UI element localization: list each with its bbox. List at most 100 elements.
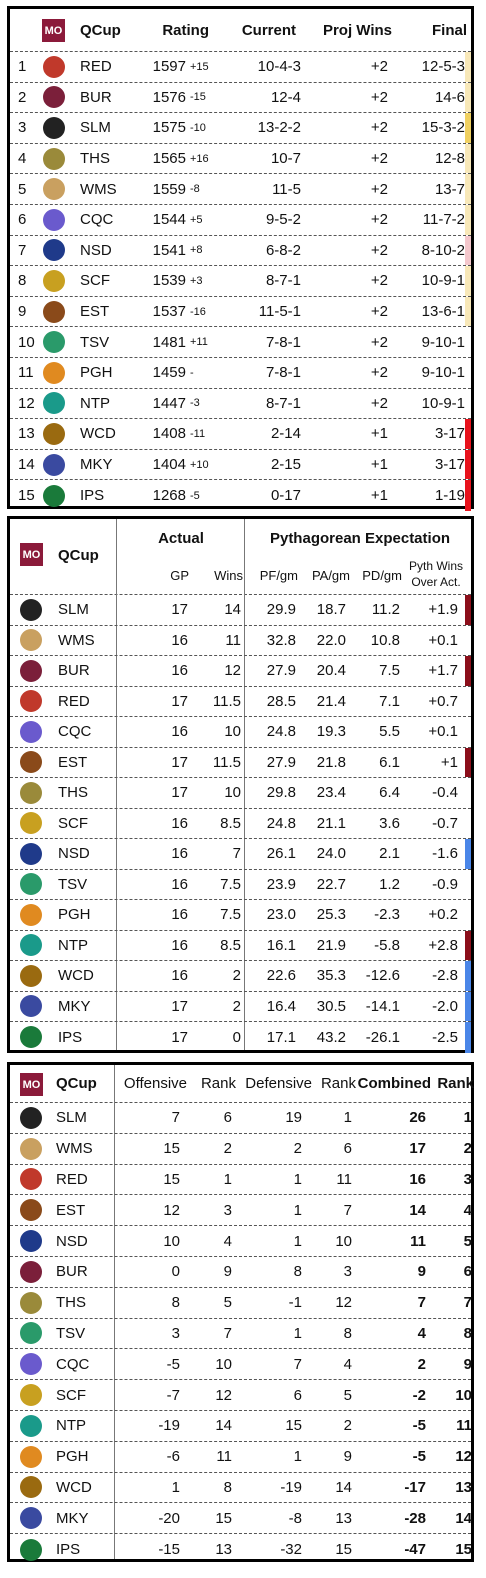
offensive-rank-cell: 10 — [215, 1355, 232, 1373]
rank-cell: 1 — [18, 58, 27, 76]
proj-wins-cell: +1 — [370, 456, 388, 474]
pa-cell: 20.4 — [316, 662, 346, 680]
offensive-rank-cell: 3 — [223, 1201, 232, 1219]
table-row: RED 15 1 1 11 16 3 — [10, 1165, 472, 1196]
team-cell: IPS — [80, 487, 105, 505]
offensive-cell: 7 — [171, 1109, 180, 1127]
team-logo-icon — [43, 484, 65, 507]
col-header-comp: QCup — [58, 546, 99, 564]
gp-cell: 16 — [171, 875, 188, 893]
column-divider — [116, 519, 117, 1050]
table-row: THS 17 10 29.8 23.4 6.4 -0.4 — [10, 778, 471, 809]
table-row: 13 WCD 1408 -11 2-14 +1 3-17 — [10, 419, 471, 450]
pf-cell: 27.9 — [266, 753, 296, 771]
combined-rank-cell: 8 — [463, 1324, 472, 1342]
table-row: 10 TSV 1481 +11 7-8-1 +2 9-10-1 — [10, 327, 471, 358]
table-row: NSD 10 4 1 10 11 5 — [10, 1226, 472, 1257]
current-cell: 0-17 — [270, 487, 301, 505]
combined-cell: 14 — [409, 1201, 426, 1219]
table-row: 1 RED 1597 +15 10-4-3 +2 12-5-3 — [10, 52, 471, 83]
combined-rank-cell: 11 — [456, 1417, 472, 1435]
offensive-rank-cell: 7 — [223, 1324, 232, 1342]
offensive-rank-cell: 9 — [223, 1263, 232, 1281]
pa-cell: 21.8 — [316, 753, 346, 771]
gp-cell: 17 — [171, 1028, 188, 1046]
table-row: SCF -7 12 6 5 -2 10 — [10, 1380, 472, 1411]
header-row: MO QCup Actual Pythagorean Expectation GP Win… — [10, 519, 471, 595]
rating-change-cell: -15 — [190, 91, 206, 104]
table-row: IPS -15 13 -32 15 -47 15 — [10, 1534, 472, 1565]
proj-wins-cell: +2 — [370, 150, 388, 168]
table-row: EST 17 11.5 27.9 21.8 6.1 +1 — [10, 747, 471, 778]
combined-cell: 2 — [417, 1355, 426, 1373]
rating-cell: 1576 — [152, 88, 186, 106]
col-header-pyth-wins: Pyth Wins — [408, 559, 463, 573]
final-cell: 10-9-1 — [421, 272, 465, 290]
final-cell: 12-5-3 — [421, 58, 465, 76]
offensive-cell: 15 — [163, 1170, 180, 1188]
wins-cell: 2 — [232, 967, 241, 985]
combined-rank-cell: 1 — [463, 1109, 472, 1127]
team-cell: MKY — [80, 456, 113, 474]
offensive-rank-cell: 14 — [215, 1417, 232, 1435]
pa-cell: 22.7 — [316, 875, 346, 893]
col-header-combined-rank: Rank — [437, 1075, 474, 1092]
rank-cell: 8 — [18, 272, 27, 290]
team-logo-icon — [20, 1353, 42, 1376]
pythagorean-table: MO QCup Actual Pythagorean Expectation GP Win… — [7, 516, 474, 1053]
rating-cell: 1481 — [152, 333, 186, 351]
team-logo-icon — [20, 1538, 42, 1561]
status-indicator — [465, 82, 471, 113]
offensive-cell: 3 — [171, 1324, 180, 1342]
col-header-pythagorean: Pythagorean Expectation — [269, 529, 451, 547]
team-cell: PGH — [58, 906, 91, 924]
rating-cell: 1404 — [152, 456, 186, 474]
table-row: NTP 16 8.5 16.1 21.9 -5.8 +2.8 — [10, 930, 471, 961]
team-cell: TSV — [58, 875, 88, 893]
pd-cell: 10.8 — [370, 631, 400, 649]
status-indicator — [465, 235, 471, 266]
pa-cell: 30.5 — [316, 997, 346, 1015]
pyth-over-cell: +1.9 — [428, 601, 458, 619]
defensive-rank-cell: 8 — [343, 1324, 352, 1342]
table-row: WMS 15 2 2 6 17 2 — [10, 1134, 472, 1165]
offensive-cell: -5 — [166, 1355, 180, 1373]
pd-cell: 6.4 — [379, 784, 400, 802]
team-cell: NTP — [56, 1417, 86, 1435]
team-cell: BUR — [56, 1263, 88, 1281]
offensive-cell: -20 — [158, 1509, 180, 1527]
pf-cell: 16.4 — [266, 997, 296, 1015]
table-row: SLM 7 6 19 1 26 1 — [10, 1103, 472, 1134]
gp-cell: 17 — [171, 784, 188, 802]
offensive-cell: 10 — [163, 1232, 180, 1250]
rating-cell: 1565 — [152, 150, 186, 168]
defensive-rank-cell: 13 — [335, 1509, 352, 1527]
offensive-cell: -15 — [158, 1541, 180, 1559]
table-row: 2 BUR 1576 -15 12-4 +2 14-6 — [10, 82, 471, 114]
table-row: 7 NSD 1541 +8 6-8-2 +2 8-10-2 — [10, 235, 471, 267]
col-header-wins: Wins — [214, 567, 243, 583]
team-cell: PGH — [80, 364, 113, 382]
rating-change-cell: -3 — [190, 397, 200, 410]
table-row: CQC 16 10 24.8 19.3 5.5 +0.1 — [10, 717, 471, 748]
team-cell: RED — [56, 1170, 88, 1188]
pd-cell: 2.1 — [379, 845, 400, 863]
status-indicator — [465, 143, 471, 174]
team-logo-icon — [20, 934, 42, 957]
team-logo-icon — [20, 1199, 42, 1222]
rating-cell: 1539 — [152, 272, 186, 290]
pyth-over-cell: -0.4 — [432, 784, 458, 802]
combined-rank-cell: 15 — [455, 1541, 472, 1559]
defensive-cell: 1 — [293, 1232, 302, 1250]
combined-cell: -5 — [412, 1448, 426, 1466]
table-row: PGH 16 7.5 23.0 25.3 -2.3 +0.2 — [10, 900, 471, 931]
offensive-rank-cell: 1 — [223, 1170, 232, 1188]
offensive-cell: -7 — [166, 1386, 180, 1404]
final-cell: 9-10-1 — [421, 333, 465, 351]
table-row: THS 8 5 -1 12 7 7 — [10, 1288, 472, 1319]
offensive-rank-cell: 8 — [223, 1478, 232, 1496]
status-indicator — [465, 480, 471, 511]
team-cell: WCD — [58, 967, 94, 985]
team-cell: SLM — [80, 119, 111, 137]
mo-badge: MO — [20, 1073, 43, 1096]
